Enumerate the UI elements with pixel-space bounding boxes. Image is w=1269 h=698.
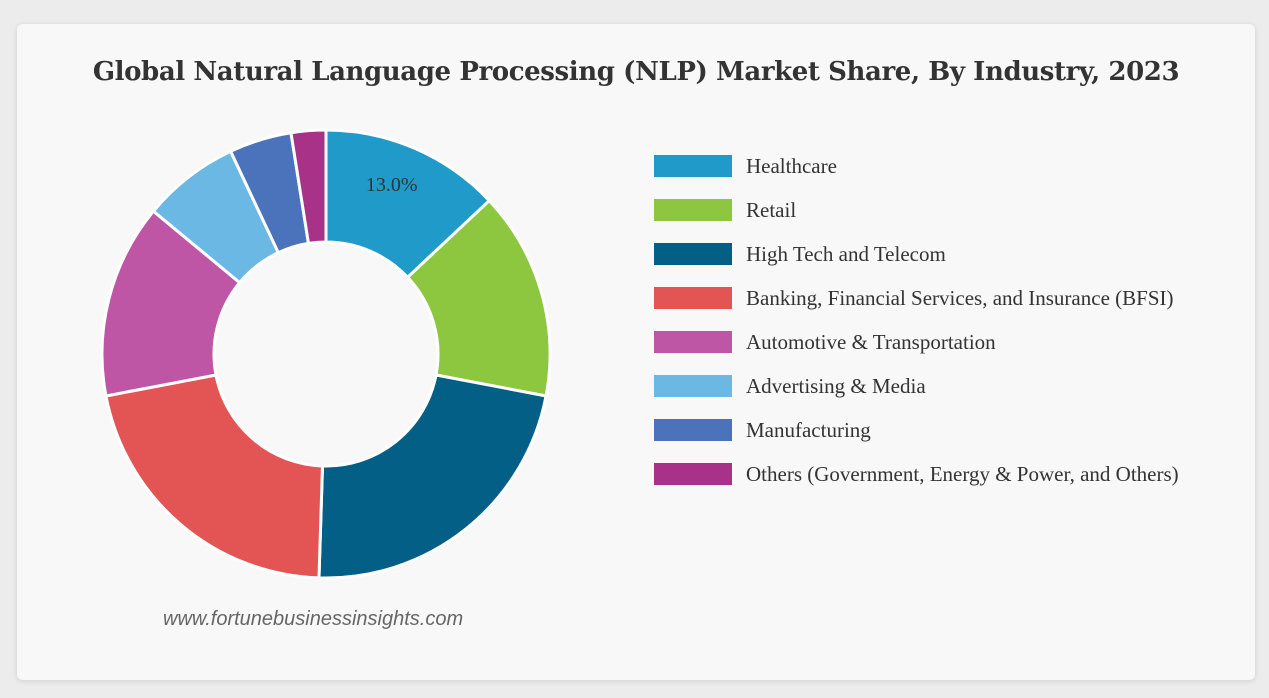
legend-item-high-tech-and-telecom[interactable]: High Tech and Telecom [654,232,1179,276]
legend-label: Manufacturing [746,417,871,442]
slice-others-government-energy-and-power-and-others[interactable] [289,128,328,246]
legend-label: Banking, Financial Services, and Insuran… [746,285,1174,310]
legend-item-manufacturing[interactable]: Manufacturing [654,408,1179,452]
slice-high-tech-and-telecom[interactable] [317,373,548,580]
legend-item-retail[interactable]: Retail [654,188,1179,232]
legend-swatch [654,155,732,177]
legend-item-others-government-energy-and-power-and-others[interactable]: Others (Government, Energy & Power, and … [654,452,1179,496]
donut-chart: 13.0% [100,128,552,580]
slice-banking-financial-services-and-insurance-bfsi[interactable] [104,373,325,580]
legend-item-advertising-and-media[interactable]: Advertising & Media [654,364,1179,408]
legend-item-banking-financial-services-and-insurance-bfsi[interactable]: Banking, Financial Services, and Insuran… [654,276,1179,320]
chart-card: Global Natural Language Processing (NLP)… [17,24,1255,680]
legend-swatch [654,287,732,309]
legend-label: Automotive & Transportation [746,329,996,354]
legend-label: High Tech and Telecom [746,241,946,266]
legend-item-automotive-and-transportation[interactable]: Automotive & Transportation [654,320,1179,364]
source-credit: www.fortunebusinessinsights.com [163,608,464,630]
legend-swatch [654,243,732,265]
chart-legend: Healthcare Retail High Tech and Telecom Ban… [654,144,1179,496]
legend-label: Advertising & Media [746,373,926,398]
data-label-healthcare: 13.0% [366,174,418,196]
legend-swatch [654,463,732,485]
legend-swatch [654,375,732,397]
legend-swatch [654,331,732,353]
legend-swatch [654,199,732,221]
legend-item-healthcare[interactable]: Healthcare [654,144,1179,188]
slice-retail[interactable] [405,198,552,398]
legend-swatch [654,419,732,441]
legend-label: Healthcare [746,153,837,178]
chart-title: Global Natural Language Processing (NLP)… [92,57,1180,87]
legend-label: Retail [746,197,797,222]
legend-label: Others (Government, Energy & Power, and … [746,461,1179,486]
